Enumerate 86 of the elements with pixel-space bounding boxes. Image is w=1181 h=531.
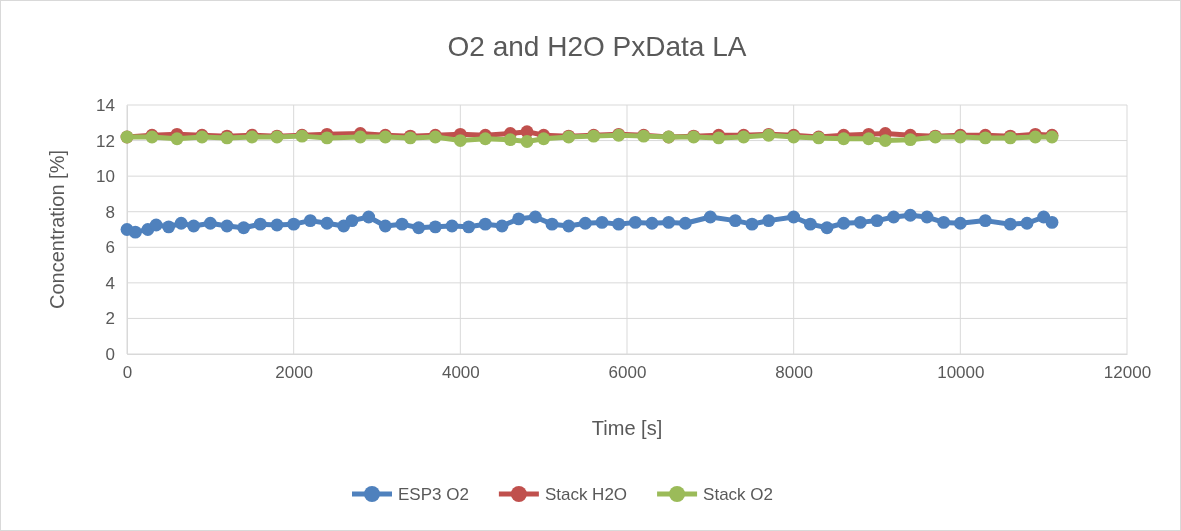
- y-tick-label: 10: [96, 167, 115, 187]
- point: [149, 218, 163, 232]
- point: [562, 219, 576, 233]
- point: [203, 216, 217, 230]
- point: [220, 219, 234, 233]
- point: [378, 219, 392, 233]
- point: [162, 220, 176, 234]
- point: [628, 215, 642, 229]
- point: [495, 219, 509, 233]
- y-tick-label: 14: [96, 95, 115, 115]
- point: [1045, 215, 1059, 229]
- point: [478, 217, 492, 231]
- point: [678, 216, 692, 230]
- y-axis-title: Concentration [%]: [46, 150, 68, 309]
- point: [1003, 217, 1017, 231]
- point: [174, 216, 188, 230]
- point: [703, 210, 717, 224]
- point: [662, 215, 676, 229]
- x-tick-label: 8000: [775, 363, 814, 383]
- point: [320, 131, 334, 145]
- point: [453, 134, 467, 147]
- point: [787, 210, 801, 224]
- point: [478, 132, 492, 146]
- x-tick-label: 4000: [441, 363, 480, 383]
- x-tick-label: 12000: [1103, 363, 1152, 383]
- point: [837, 132, 851, 146]
- x-tick-label: 6000: [608, 363, 647, 383]
- y-tick-label: 4: [105, 273, 115, 293]
- legend-label: Stack O2: [703, 485, 773, 504]
- point: [1020, 216, 1034, 230]
- point: [537, 132, 551, 146]
- chart-title: O2 and H2O PxData LA: [447, 31, 747, 62]
- point: [445, 219, 459, 233]
- point: [953, 216, 967, 230]
- point: [903, 208, 917, 222]
- point: [853, 215, 867, 229]
- point: [870, 214, 884, 228]
- point: [862, 132, 876, 146]
- point: [428, 220, 442, 234]
- point: [645, 216, 659, 230]
- point: [520, 135, 534, 148]
- point: [820, 221, 834, 235]
- point: [503, 133, 517, 147]
- point: [612, 217, 626, 231]
- y-tick-label: 0: [105, 344, 115, 364]
- point: [920, 210, 934, 224]
- point: [728, 214, 742, 228]
- point: [345, 214, 359, 228]
- point: [412, 221, 426, 235]
- point: [578, 216, 592, 230]
- x-tick-label: 2000: [275, 363, 314, 383]
- legend-label: ESP3 O2: [398, 485, 469, 504]
- y-tick-label: 8: [105, 202, 115, 222]
- x-axis-title: Time [s]: [591, 417, 663, 439]
- point: [320, 216, 334, 230]
- point: [903, 133, 917, 147]
- point: [253, 217, 267, 231]
- point: [878, 134, 892, 147]
- point: [362, 210, 376, 224]
- point: [837, 216, 851, 230]
- point: [187, 219, 201, 233]
- x-tick-label: 0: [122, 363, 133, 383]
- point: [745, 217, 759, 231]
- y-tick-label: 2: [105, 309, 115, 329]
- point: [395, 217, 409, 231]
- point: [353, 130, 367, 144]
- legend-label: Stack H2O: [544, 485, 628, 504]
- point: [170, 132, 184, 146]
- point: [978, 214, 992, 228]
- point: [887, 210, 901, 224]
- x-tick-label: 10000: [937, 363, 985, 383]
- point: [803, 217, 817, 231]
- point: [237, 221, 251, 235]
- y-tick-label: 12: [96, 131, 115, 151]
- point: [270, 218, 284, 232]
- point: [545, 217, 559, 231]
- point: [528, 210, 542, 224]
- point: [128, 225, 142, 239]
- point: [595, 215, 609, 229]
- point: [762, 214, 776, 228]
- point: [462, 220, 476, 234]
- point: [512, 212, 526, 226]
- point: [937, 215, 951, 229]
- y-tick-label: 6: [105, 238, 115, 258]
- point: [303, 214, 317, 228]
- point: [287, 217, 301, 231]
